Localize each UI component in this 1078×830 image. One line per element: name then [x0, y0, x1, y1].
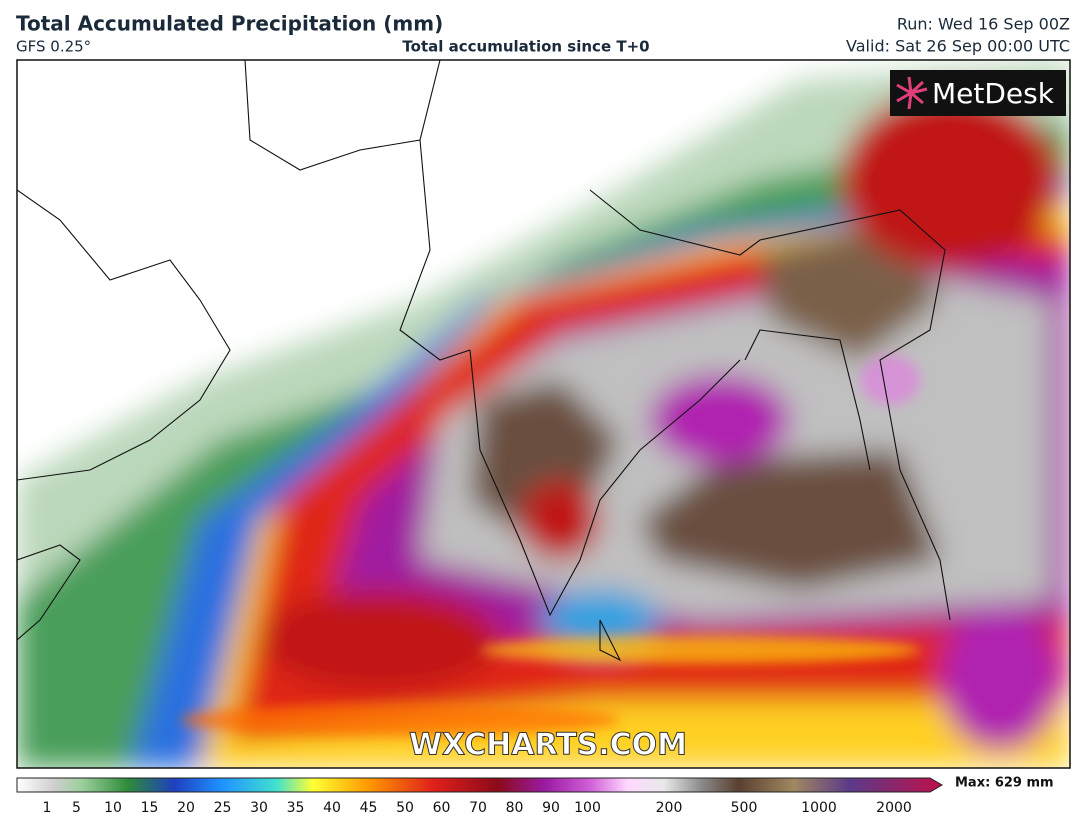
- colorbar-label: 25: [214, 800, 232, 816]
- run-time: Run: Wed 16 Sep 00Z: [897, 15, 1070, 34]
- logo-box: [890, 70, 1066, 116]
- colorbar-label: 1: [43, 800, 52, 816]
- subtitle: Total accumulation since T+0: [402, 38, 649, 56]
- max-value: Max: 629 mm: [955, 776, 1054, 791]
- colorbar-label: 30: [250, 800, 268, 816]
- colorbar-label: 40: [323, 800, 341, 816]
- colorbar-label: 200: [656, 800, 683, 816]
- colorbar-labels: 1 5 10 15 20 25 30 35 40 45 50 60 70 80 90 100 200 500 100…: [43, 800, 912, 816]
- colorbar-label: 35: [287, 800, 305, 816]
- colorbar-label: 60: [433, 800, 451, 816]
- colorbar-label: 100: [574, 800, 601, 816]
- title: Total Accumulated Precipitation (mm): [16, 12, 443, 36]
- colorbar-label: 500: [731, 800, 758, 816]
- colorbar-label: 20: [177, 800, 195, 816]
- colorbar-label: 50: [396, 800, 414, 816]
- colorbar-label: 80: [506, 800, 524, 816]
- valid-time: Valid: Sat 26 Sep 00:00 UTC: [846, 37, 1070, 56]
- logo-icon: [896, 76, 928, 110]
- colorbar-label: 5: [72, 800, 81, 816]
- colorbar-label: 45: [360, 800, 378, 816]
- colorbar-label: 1000: [801, 800, 837, 816]
- borders: [17, 60, 951, 662]
- colorbar-label: 2000: [876, 800, 912, 816]
- map-frame: [16, 59, 1071, 769]
- colorbar-label: 15: [141, 800, 159, 816]
- colorbar: [16, 777, 943, 793]
- colorbar-label: 90: [542, 800, 560, 816]
- colorbar-label: 10: [104, 800, 122, 816]
- watermark: WXCHARTS.COM: [409, 728, 687, 763]
- colorbar-label: 70: [469, 800, 487, 816]
- logo-text: MetDesk: [932, 77, 1055, 110]
- model: GFS 0.25°: [16, 38, 91, 56]
- map: MetDesk WXCHARTS.COM: [17, 60, 1070, 768]
